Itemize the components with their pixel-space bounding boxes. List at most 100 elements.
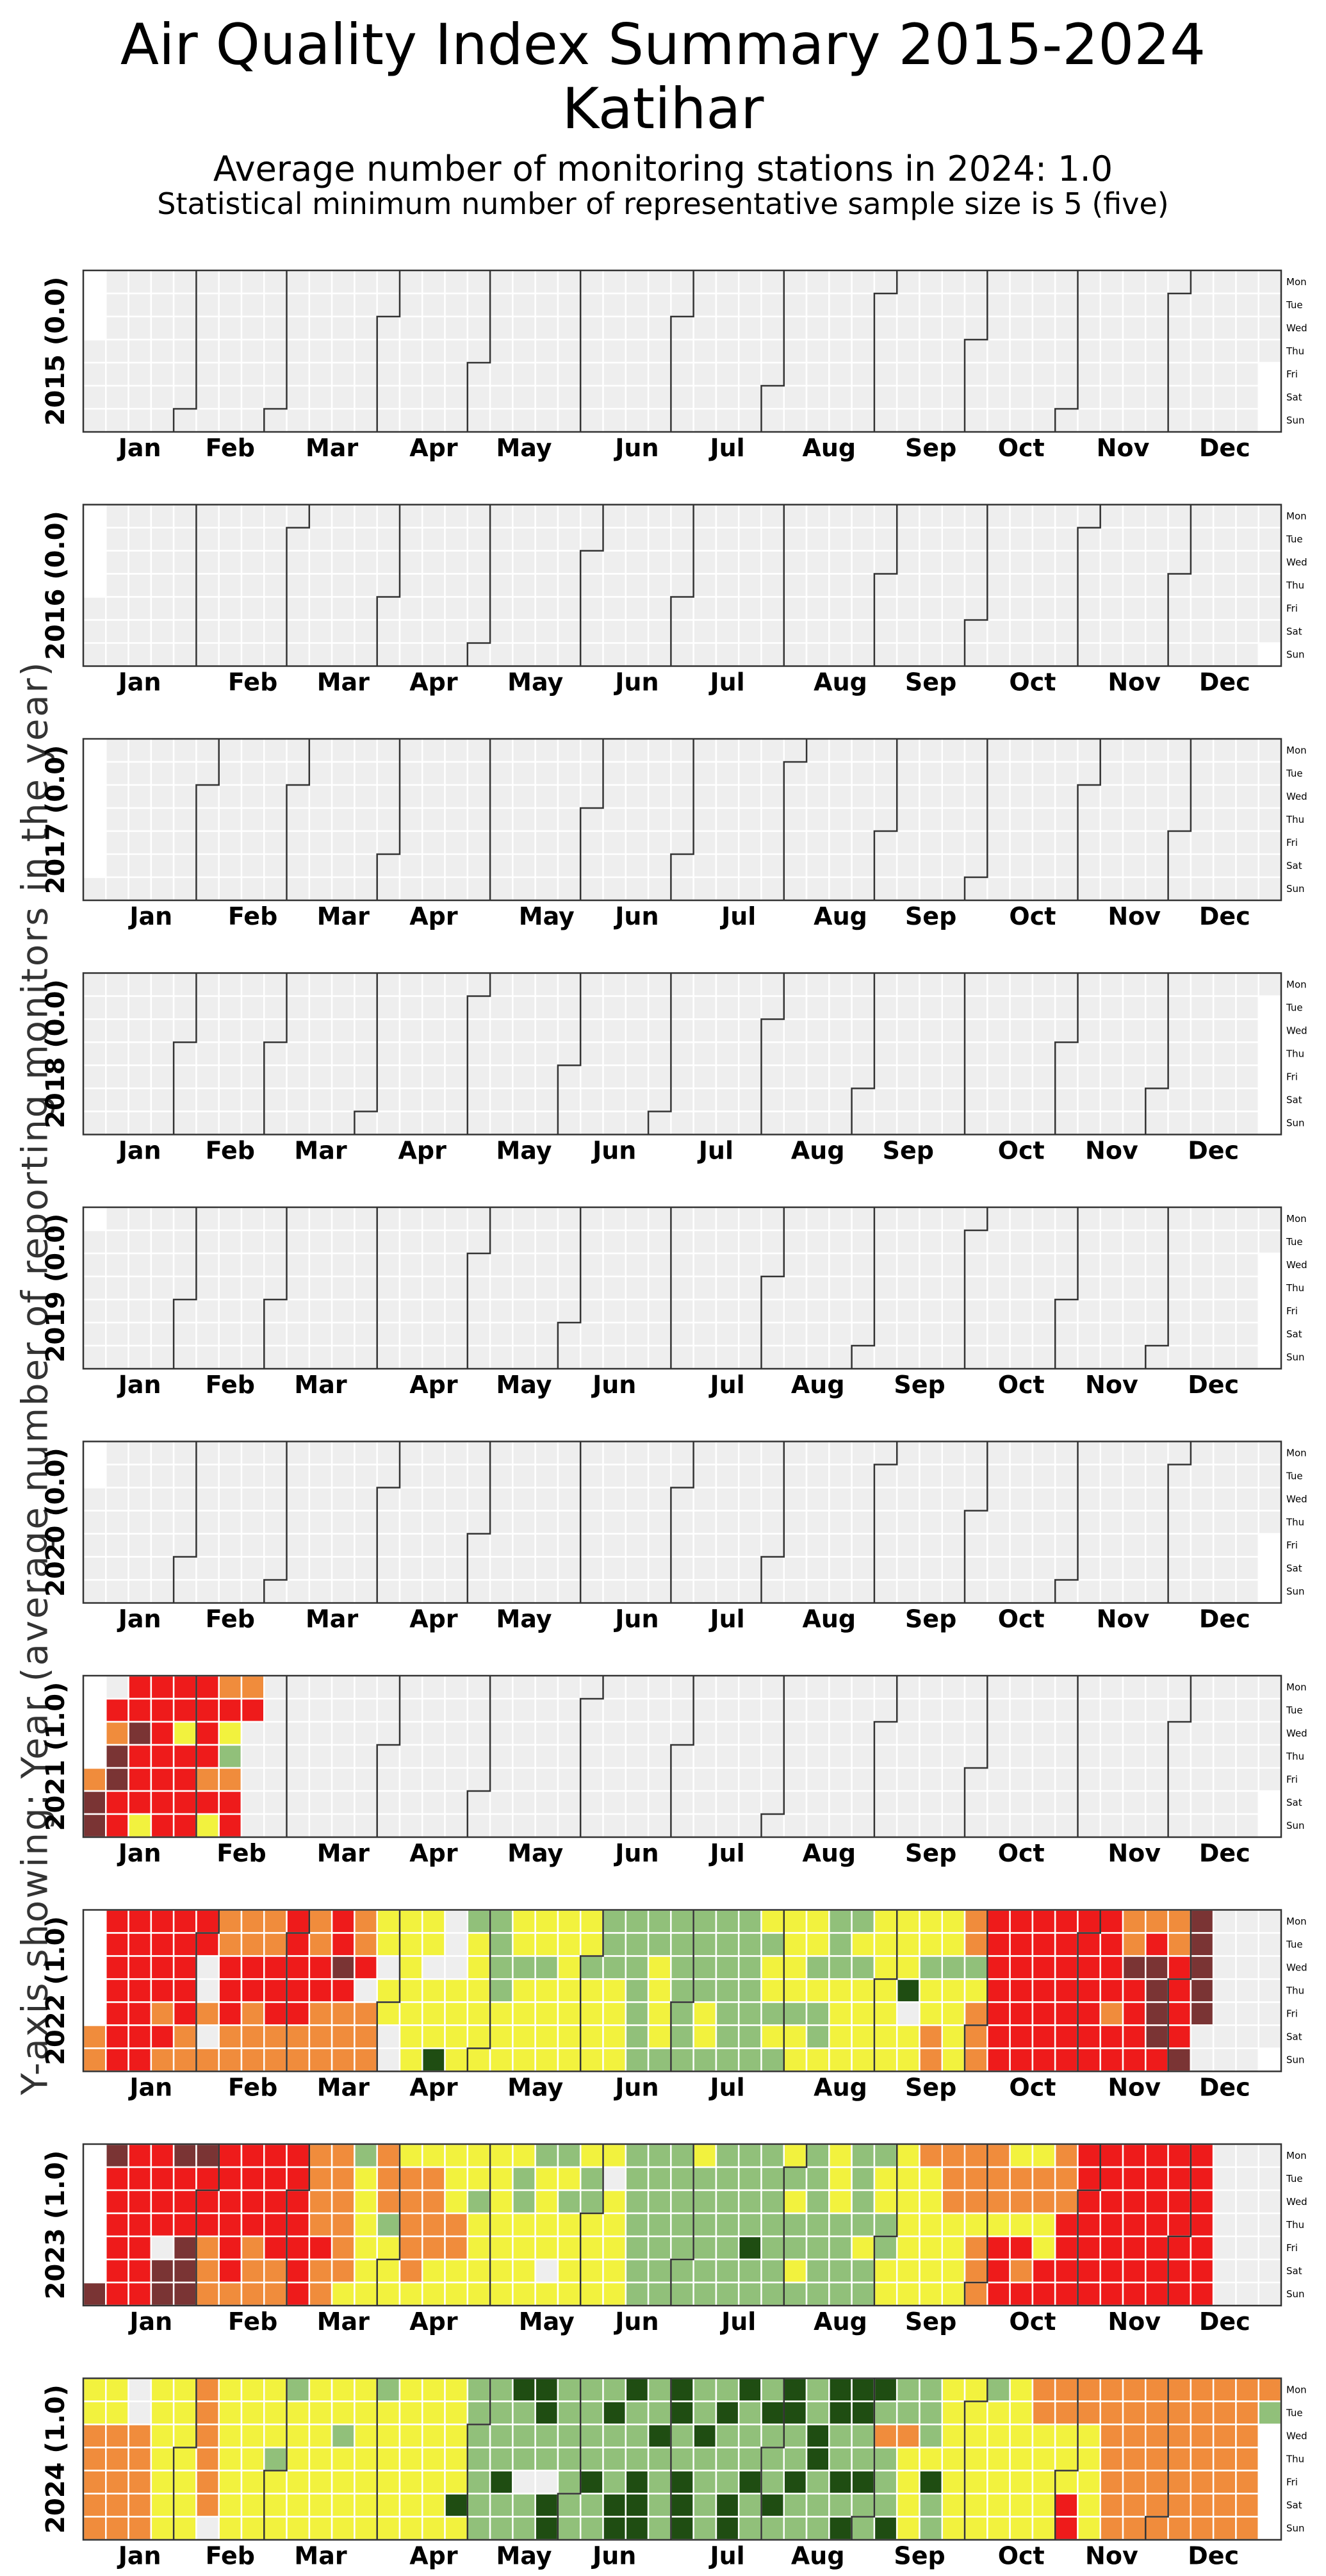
day-cell [105,2001,129,2026]
year-label: 2022 (1.0) [41,1916,70,2065]
day-cell [1009,807,1034,832]
day-cell [1190,2212,1215,2238]
weekday-label: Mon [1286,2384,1307,2396]
day-cell [760,1978,785,2003]
day-cell [692,853,717,879]
day-cell [1031,269,1056,295]
day-cell [331,642,356,667]
day-cell [557,1909,582,1934]
day-cell [105,2047,129,2072]
day-cell [760,784,785,809]
day-cell [1009,1110,1034,1135]
day-cell [1257,1487,1282,1512]
day-cell [444,2047,469,2072]
day-cell [150,972,175,997]
day-cell [602,1744,627,1769]
day-cell [1235,2166,1259,2192]
day-cell [263,2470,288,2495]
day-cell [715,2400,740,2425]
day-cell [150,408,175,433]
day-cell [127,2143,152,2168]
weekday-label: Sat [1286,860,1302,871]
day-cell [263,1087,288,1112]
day-cell [308,1487,333,1512]
day-cell [670,338,694,364]
day-cell [127,1744,152,1769]
day-cell [398,2447,423,2472]
day-cell [579,1533,604,1558]
day-cell [828,1321,853,1347]
day-cell [308,1321,333,1347]
day-cell [737,408,762,433]
day-cell [240,527,265,552]
day-cell [150,876,175,902]
month-boundary [354,973,378,1135]
weekday-label: Fri [1286,603,1298,615]
day-cell [150,807,175,832]
day-cell [105,1441,129,1466]
day-cell [760,1464,785,1489]
day-cell [466,1767,491,1792]
day-cell [737,596,762,621]
day-cell [150,761,175,786]
month-boundary [195,1910,220,2072]
day-cell [398,1813,423,1838]
day-cell [1145,1556,1169,1581]
day-cell [1167,384,1192,410]
day-cell [896,269,921,295]
day-cell [172,550,197,575]
day-cell [805,1533,830,1558]
weekday-label: Tue [1286,768,1303,779]
day-cell [941,738,966,763]
day-cell [760,1744,785,1769]
day-cell [422,1674,446,1700]
day-cell [1257,1721,1282,1746]
day-cell [398,2281,423,2307]
day-cell [715,1955,740,1980]
day-cell [1122,2047,1147,2072]
day-cell [286,384,311,410]
day-cell [444,361,469,387]
day-cell [195,1206,220,1232]
day-cell [82,1813,107,1838]
day-cell [805,738,830,763]
month-boundary [760,270,785,432]
day-cell [670,315,694,341]
day-cell [398,1721,423,1746]
day-cell [1031,1018,1056,1043]
day-cell [308,1087,333,1112]
day-cell [218,2024,243,2049]
day-cell [1009,1697,1034,1723]
day-cell [172,1087,197,1112]
day-cell [941,1510,966,1535]
day-cell [150,2166,175,2192]
day-cell [1257,2189,1282,2215]
day-cell [941,550,966,575]
day-cell [760,338,785,364]
day-cell [398,269,423,295]
day-cell [398,1579,423,1604]
weekday-label: Thu [1286,345,1304,357]
day-cell [737,1932,762,1957]
day-cell [1257,738,1282,763]
day-cell [805,784,830,809]
day-cell [466,1813,491,1838]
day-cell [105,573,129,598]
day-cell [805,1674,830,1700]
day-cell [1145,1464,1169,1489]
day-cell [1099,995,1124,1020]
day-cell [1054,761,1079,786]
day-cell [195,2212,220,2238]
day-cell [851,2189,876,2215]
day-cell [82,1275,107,1301]
day-cell [1009,995,1034,1020]
day-cell [602,1721,627,1746]
day-cell [150,2423,175,2448]
day-cell [422,1229,446,1255]
day-cell [172,1064,197,1089]
day-cell [127,1041,152,1066]
month-label: Nov [1108,2074,1161,2102]
day-cell [127,853,152,879]
weekday-label: Mon [1286,1916,1307,1928]
day-cell [422,1697,446,1723]
